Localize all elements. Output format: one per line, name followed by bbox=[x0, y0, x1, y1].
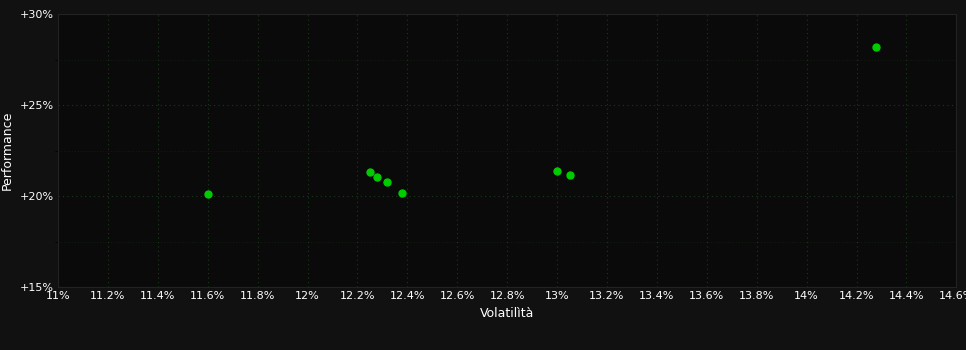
Point bbox=[550, 168, 565, 173]
Y-axis label: Performance: Performance bbox=[1, 111, 14, 190]
Point bbox=[200, 191, 215, 197]
Point bbox=[380, 180, 395, 185]
Point bbox=[395, 190, 411, 196]
Point bbox=[370, 174, 385, 180]
Point bbox=[562, 172, 578, 178]
Point bbox=[362, 169, 378, 175]
Point bbox=[868, 44, 884, 50]
X-axis label: Volatilìtà: Volatilìtà bbox=[480, 307, 534, 320]
